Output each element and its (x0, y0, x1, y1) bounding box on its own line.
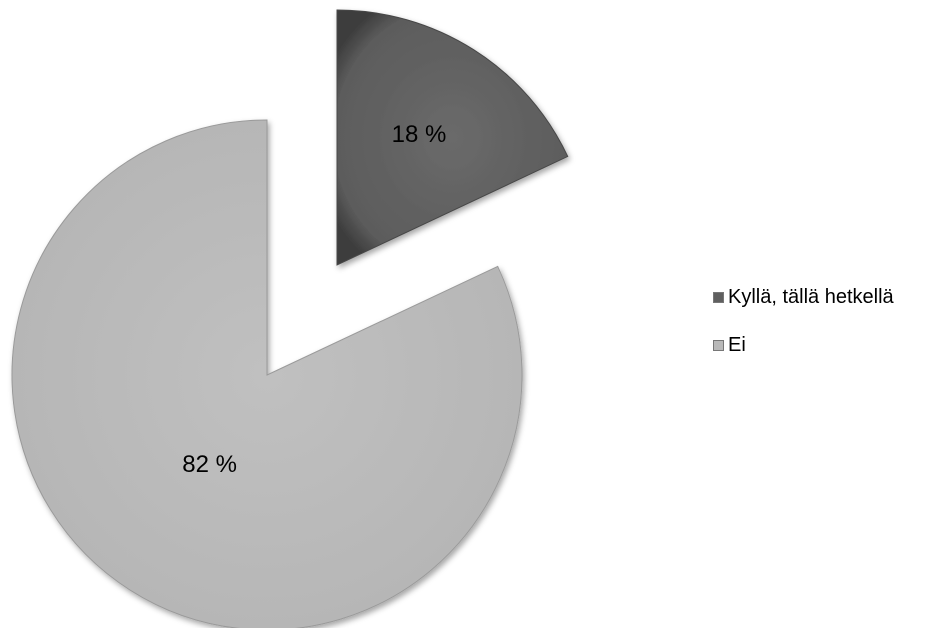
pie-slice-ei (11, 119, 523, 631)
legend-label-ei: Ei (728, 333, 746, 356)
data-label-kylla: 18 % (392, 121, 447, 148)
chart-legend: Kyllä, tällä hetkellä Ei (713, 282, 939, 378)
legend-item-kylla: Kyllä, tällä hetkellä (713, 282, 939, 312)
legend-label-kylla: Kyllä, tällä hetkellä (728, 285, 894, 308)
legend-swatch-ei (713, 339, 724, 351)
data-label-ei: 82 % (182, 451, 237, 478)
legend-swatch-kylla (713, 291, 724, 303)
legend-item-ei: Ei (713, 330, 939, 360)
pie-slice-kylla (336, 9, 569, 266)
